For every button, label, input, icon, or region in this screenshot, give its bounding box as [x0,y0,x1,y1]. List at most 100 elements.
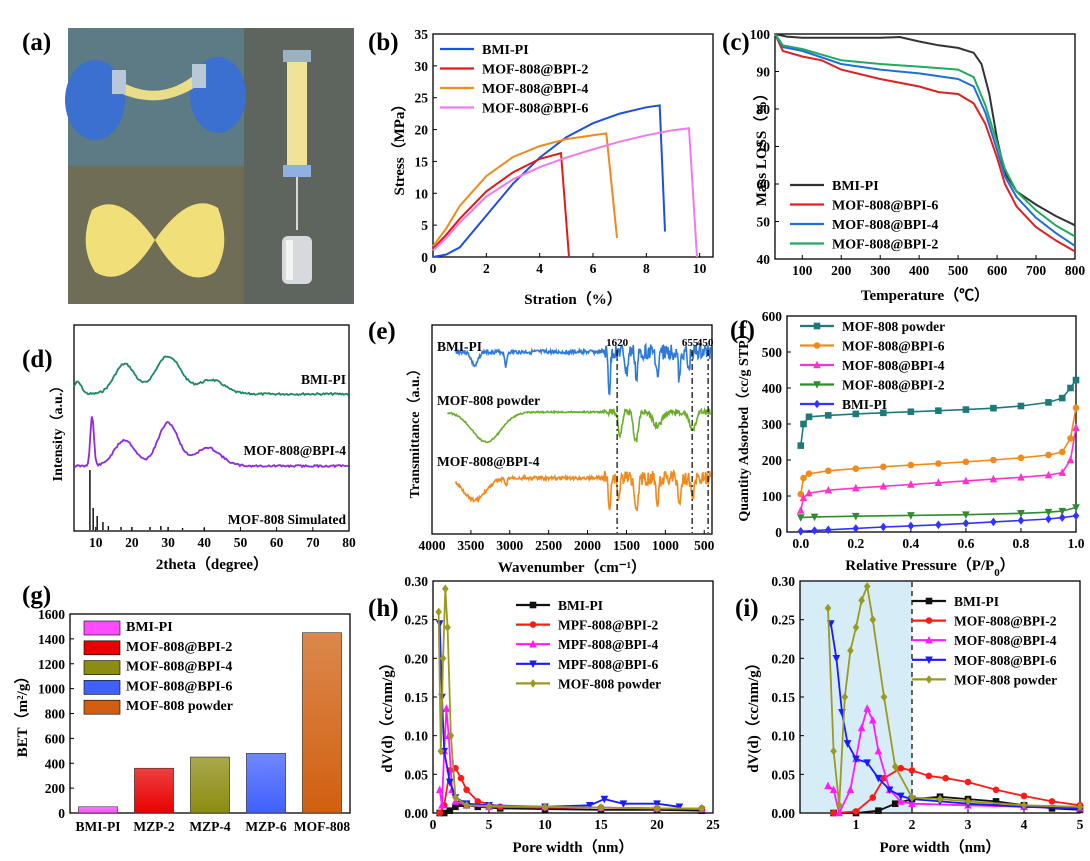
binder-clip [192,64,206,88]
x-tick-label: 3 [965,817,972,832]
data-point [1017,402,1025,410]
legend-entry: MOF-808 powder [83,699,233,715]
legend-label: MOF-808@BPI-2 [126,640,232,655]
film-strip [287,58,307,170]
x-tick-label: 0.2 [847,536,864,551]
legend-entry: BMI-PI [790,179,879,194]
data-point [990,517,997,527]
data-point [852,483,860,492]
series-line [432,151,570,258]
x-axis-label: Wavenumber（cm⁻¹） [498,558,646,576]
data-point [529,660,537,669]
y-tick-label: 35 [415,27,429,42]
legend-entry: MOF-808@BPI-6 [83,679,232,695]
data-point [874,746,883,755]
data-point [1072,404,1080,412]
data-point [698,804,706,813]
data-point [1017,454,1025,462]
data-point [529,639,537,648]
data-point [529,601,537,609]
data-point [962,519,970,528]
x-axis-label: Temperature（℃） [861,286,989,304]
data-point [1072,504,1080,512]
series-line [454,342,712,396]
x-tick-label: 3500 [457,538,484,553]
data-point [992,786,1000,794]
data-point [437,746,445,756]
legend-entry: MOF-808@BPI-4 [912,633,1057,648]
data-point [800,420,807,428]
film-folded-left [85,204,155,277]
data-point [1048,798,1056,805]
data-point [857,723,866,732]
data-point [446,807,454,814]
series-label: BMI-PI [437,339,482,354]
data-point [936,794,944,804]
legend-label: MPF-808@BPI-4 [558,637,659,652]
data-point [813,399,821,409]
data-point [1020,800,1028,810]
legend-label: BMI-PI [126,620,173,635]
y-tick-label: 0.10 [404,729,428,744]
data-point [841,692,849,702]
data-point [452,793,459,802]
y-tick-label: 70 [757,140,771,155]
legend-entry: MOF-808@BPI-2 [800,378,945,393]
annotation: 655 [682,337,699,349]
data-point [824,603,832,613]
data-point [843,740,852,748]
data-point [925,675,933,684]
x-axis-label: 2theta（degree） [156,555,268,573]
data-point [1017,472,1025,481]
x-axis-label: Pore width（nm） [513,838,634,856]
legend-label: BMI-PI [558,598,603,613]
y-tick-label: 0.05 [404,767,428,782]
y-tick-label: 1200 [38,657,65,672]
data-point [934,478,943,486]
series-line [774,33,1076,227]
x-tick-label: 700 [1026,263,1047,278]
x-tick-label: 1 [853,817,860,832]
data-point [442,584,449,594]
y-tick-label: 20 [415,123,429,138]
x-axis-label: Relative Pressure（P/P0） [845,556,1015,579]
x-tick-label: 40 [198,535,212,550]
data-point [824,412,832,419]
series-label: MOF-808 Simulated [228,512,347,527]
bar [302,632,342,814]
series-line [774,33,1076,253]
x-tick-label: 25 [706,817,720,832]
x-tick-label: 30 [161,535,175,550]
data-point [485,801,493,811]
data-point [810,513,819,522]
y-tick-label: 1400 [38,632,65,647]
data-point [846,785,855,794]
shaded-region [800,582,912,812]
data-point [962,511,970,520]
x-tick-label: 2 [909,817,916,832]
x-tick-label: 2000 [574,538,601,553]
data-point [805,413,813,421]
x-tick-label: 500 [948,263,969,278]
data-point [444,623,451,632]
panel-label: (b) [368,29,399,56]
data-point [824,781,832,790]
legend-label: MOF-808@BPI-2 [842,378,945,393]
series-line [800,506,1077,519]
data-point [438,800,446,809]
data-point [907,521,915,531]
data-point [962,476,970,485]
legend-label: MPF-808@BPI-2 [558,618,659,633]
legend-entry: BMI-PI [516,598,603,613]
panel-label: (d) [22,346,53,373]
x-tick-label: 3000 [496,538,523,553]
y-axis-label: Mass LOSS（%） [752,86,770,206]
legend-entry: BMI-PI [912,594,999,609]
data-point [1076,802,1084,812]
legend-swatch [83,660,121,675]
data-point [597,803,605,812]
data-point [925,772,933,780]
legend-label: MOF-808 powder [842,319,945,334]
y-axis-label: Intensity（a.u.） [50,379,66,482]
